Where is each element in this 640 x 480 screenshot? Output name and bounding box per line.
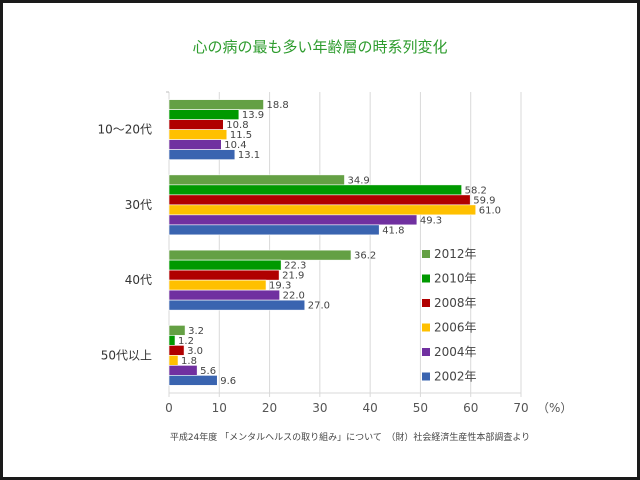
category-label: 30代 bbox=[125, 198, 152, 212]
legend-label: 2012年 bbox=[434, 247, 477, 261]
x-axis-unit: （%） bbox=[537, 401, 572, 415]
bar bbox=[168, 109, 240, 120]
x-tick-label: 40 bbox=[363, 401, 378, 415]
chart-title: 心の病の最も多い年齢層の時系列変化 bbox=[192, 38, 448, 56]
bar bbox=[168, 289, 280, 301]
bar bbox=[168, 139, 222, 150]
gridlines bbox=[166, 91, 522, 397]
bar bbox=[168, 174, 345, 186]
data-label: 58.2 bbox=[465, 185, 487, 196]
bar bbox=[168, 345, 185, 356]
category-label: 50代以上 bbox=[101, 348, 152, 362]
legend-swatch bbox=[422, 299, 430, 307]
legend-label: 2006年 bbox=[434, 321, 477, 335]
data-label: 13.1 bbox=[238, 150, 260, 161]
legend-swatch bbox=[422, 372, 430, 381]
legend-swatch bbox=[422, 250, 430, 258]
data-label: 21.9 bbox=[282, 271, 304, 282]
data-label: 59.9 bbox=[473, 195, 495, 206]
data-labels: 18.813.910.811.510.413.1 34.9 58.259.961.0… bbox=[178, 100, 501, 387]
data-label: 19.3 bbox=[269, 281, 291, 292]
bar bbox=[168, 249, 352, 261]
x-tick-label: 10 bbox=[212, 401, 227, 415]
x-tick-label: 50 bbox=[413, 401, 428, 415]
legend-swatch bbox=[422, 274, 430, 283]
data-label: 18.8 bbox=[267, 100, 289, 111]
data-label: 3.2 bbox=[188, 326, 204, 337]
data-label: 10.8 bbox=[226, 120, 248, 131]
bar bbox=[168, 129, 228, 140]
bar bbox=[168, 299, 306, 311]
legend-label: 2010年 bbox=[434, 272, 477, 286]
data-label: 22.0 bbox=[283, 291, 305, 302]
x-tick-label: 60 bbox=[463, 401, 478, 415]
bar bbox=[168, 355, 179, 366]
data-label: 1.8 bbox=[181, 356, 197, 367]
data-label: 10.4 bbox=[224, 140, 246, 151]
bar bbox=[168, 119, 224, 130]
bar bbox=[168, 224, 380, 236]
x-tick-labels: 0 10 20 30 40 50 60 70 bbox=[165, 401, 528, 415]
data-label: 5.6 bbox=[200, 366, 216, 377]
x-tick-label: 70 bbox=[513, 401, 528, 415]
x-tick-label: 20 bbox=[262, 401, 277, 415]
legend-label: 2002年 bbox=[434, 370, 477, 384]
x-tick-label: 0 bbox=[165, 401, 173, 415]
data-label: 1.2 bbox=[178, 336, 194, 347]
category-label: 10～20代 bbox=[97, 123, 152, 137]
data-label: 9.6 bbox=[220, 376, 236, 387]
category-labels: 10～20代 30代 40代 50代以上 bbox=[97, 123, 152, 363]
legend: 2012年 2010年 2008年 2006年 2004年 2002年 bbox=[422, 247, 477, 384]
legend-label: 2008年 bbox=[434, 296, 477, 310]
data-label: 41.8 bbox=[382, 225, 404, 236]
bar bbox=[168, 99, 264, 110]
bar bbox=[168, 335, 176, 346]
data-label: 11.5 bbox=[230, 130, 252, 141]
bar bbox=[168, 149, 236, 160]
source-note: 平成24年度 「メンタルヘルスの取り組み」について （財）社会経済生産性本部調査… bbox=[169, 433, 531, 443]
bar bbox=[168, 184, 462, 196]
bar bbox=[168, 325, 186, 336]
data-label: 27.0 bbox=[308, 301, 330, 312]
bar bbox=[168, 214, 418, 226]
bar bbox=[168, 194, 471, 206]
bar bbox=[168, 279, 267, 291]
bar bbox=[168, 375, 218, 386]
category-label: 40代 bbox=[125, 273, 152, 287]
bars bbox=[168, 99, 477, 386]
legend-label: 2004年 bbox=[434, 345, 477, 359]
data-label: 49.3 bbox=[420, 215, 442, 226]
data-label: 3.0 bbox=[187, 346, 203, 357]
data-label: 13.9 bbox=[242, 110, 264, 121]
legend-swatch bbox=[422, 348, 430, 356]
x-tick-label: 30 bbox=[312, 401, 327, 415]
legend-swatch bbox=[422, 323, 430, 332]
bar bbox=[168, 259, 282, 271]
bar bbox=[168, 204, 477, 216]
bar bbox=[168, 269, 280, 281]
data-label: 61.0 bbox=[479, 205, 501, 216]
data-label: 36.2 bbox=[354, 251, 376, 262]
data-label: 34.9 bbox=[347, 175, 369, 186]
data-label: 22.3 bbox=[284, 261, 306, 272]
bar bbox=[168, 365, 198, 376]
